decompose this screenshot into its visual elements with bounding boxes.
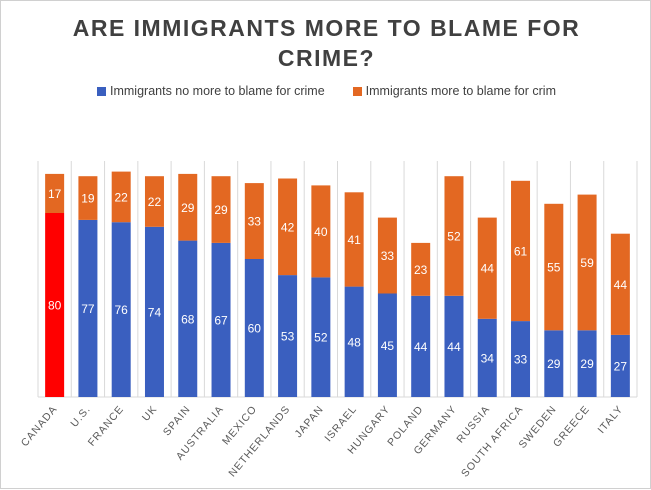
bar-more-france (111, 171, 131, 223)
legend-label: Immigrants no more to blame for crime (110, 84, 325, 98)
data-label: 76 (115, 303, 129, 317)
data-label: 59 (580, 256, 594, 270)
category-label: UK (140, 403, 160, 423)
data-label: 45 (381, 339, 395, 353)
bar-more-sweden (544, 203, 564, 331)
data-label: 29 (580, 357, 594, 371)
data-label: 33 (381, 249, 395, 263)
bar-no-more-greece (577, 330, 597, 397)
chart-title: ARE IMMIGRANTS MORE TO BLAME FOR CRIME? (1, 13, 651, 73)
bar-more-south-africa (511, 180, 531, 322)
data-label: 19 (81, 192, 95, 206)
bar-no-more-russia (477, 318, 497, 397)
data-label: 42 (281, 220, 295, 234)
bar-more-hungary (377, 217, 397, 294)
data-label: 33 (514, 353, 528, 367)
bar-more-greece (577, 194, 597, 331)
data-label: 48 (347, 335, 361, 349)
data-label: 33 (248, 215, 262, 229)
bar-no-more-israel (344, 286, 364, 397)
bar-more-netherlands (278, 178, 298, 276)
bar-no-more-poland (411, 295, 431, 397)
data-label: 27 (614, 359, 628, 373)
data-label: 22 (115, 190, 129, 204)
bar-more-canada (45, 173, 65, 213)
data-label: 40 (314, 225, 328, 239)
legend-swatch-orange (352, 86, 362, 96)
bar-more-australia (211, 176, 231, 243)
data-label: 77 (81, 302, 95, 316)
data-label: 52 (447, 230, 461, 244)
bar-more-germany (444, 176, 464, 296)
bar-no-more-spain (178, 240, 198, 397)
bar-more-russia (477, 217, 497, 319)
bar-no-more-netherlands (278, 275, 298, 397)
data-label: 22 (148, 195, 162, 209)
bar-more-uk (144, 176, 164, 227)
bar-more-israel (344, 192, 364, 287)
category-label: U.S. (68, 403, 93, 429)
bar-no-more-germany (444, 295, 464, 397)
bar-no-more-hungary (377, 293, 397, 397)
data-label: 68 (181, 312, 195, 326)
bar-no-more-sweden (544, 330, 564, 397)
data-label: 29 (181, 201, 195, 215)
bar-no-more-australia (211, 242, 231, 397)
legend-label: Immigrants more to blame for crim (365, 84, 556, 98)
category-label: ITALY (595, 403, 625, 436)
legend: Immigrants no more to blame for crime Im… (1, 84, 651, 98)
bar-more-japan (311, 185, 331, 278)
bar-more-italy (610, 233, 630, 335)
data-label: 44 (447, 340, 461, 354)
data-label: 55 (547, 261, 561, 275)
bar-more-spain (178, 173, 198, 241)
legend-swatch-blue (97, 86, 106, 96)
bar-more-poland (411, 242, 431, 296)
legend-item-more: Immigrants more to blame for crim (352, 84, 556, 98)
bar-no-more-south-africa (511, 321, 531, 397)
data-label: 41 (347, 233, 361, 247)
bar-no-more-japan (311, 277, 331, 397)
bar-no-more-mexico (244, 259, 264, 397)
category-label: CANADA (19, 403, 60, 449)
category-label: NETHERLANDS (226, 403, 293, 479)
data-label: 44 (614, 278, 628, 292)
bar-more-mexico (244, 183, 264, 259)
legend-item-no-more: Immigrants no more to blame for crime (97, 84, 325, 98)
data-label: 34 (481, 351, 495, 365)
category-label: SOUTH AFRICA (459, 403, 526, 479)
bar-no-more-u-s- (78, 219, 98, 397)
bar-no-more-italy (610, 334, 630, 397)
bar-no-more-france (111, 222, 131, 397)
data-label: 80 (48, 299, 62, 313)
chart-title-line-1: ARE IMMIGRANTS MORE TO BLAME FOR (72, 15, 581, 41)
category-label: SPAIN (161, 403, 193, 438)
data-label: 60 (248, 322, 262, 336)
chart-title-line-2: CRIME? (277, 45, 376, 71)
data-label: 74 (148, 305, 162, 319)
category-label: JAPAN (292, 403, 326, 440)
data-label: 52 (314, 331, 328, 345)
data-label: 44 (481, 262, 495, 276)
data-label: 23 (414, 263, 428, 277)
data-label: 17 (48, 187, 62, 201)
data-label: 29 (214, 203, 228, 217)
data-label: 53 (281, 330, 295, 344)
data-label: 29 (547, 357, 561, 371)
bar-no-more-canada (45, 213, 65, 397)
bar-more-u-s- (78, 176, 98, 220)
data-label: 44 (414, 340, 428, 354)
data-label: 61 (514, 244, 528, 258)
data-label: 67 (214, 313, 228, 327)
bar-no-more-uk (144, 226, 164, 397)
